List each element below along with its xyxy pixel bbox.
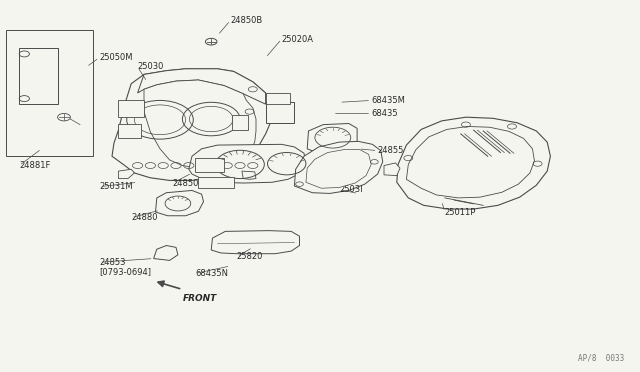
Text: 25030: 25030	[138, 62, 164, 71]
Text: 25020A: 25020A	[282, 35, 314, 44]
Text: 24850B: 24850B	[230, 16, 262, 25]
Bar	[118, 124, 141, 138]
Polygon shape	[211, 231, 300, 254]
Polygon shape	[307, 124, 357, 152]
Polygon shape	[384, 163, 400, 176]
Text: 2503I: 2503I	[339, 185, 363, 194]
Polygon shape	[306, 150, 371, 188]
Polygon shape	[112, 69, 272, 180]
Polygon shape	[189, 144, 306, 183]
Bar	[198, 177, 234, 188]
Text: 68435N: 68435N	[195, 269, 228, 278]
Text: 24850: 24850	[173, 179, 199, 187]
Text: [0793-0694]: [0793-0694]	[99, 267, 151, 276]
Text: 24881F: 24881F	[19, 161, 51, 170]
Polygon shape	[144, 80, 256, 168]
Polygon shape	[19, 48, 58, 104]
Text: 24853: 24853	[99, 258, 125, 267]
Text: 68435M: 68435M	[371, 96, 405, 105]
Polygon shape	[294, 141, 383, 193]
Bar	[6, 30, 93, 156]
Polygon shape	[242, 171, 256, 179]
Text: 68435: 68435	[371, 109, 398, 118]
Polygon shape	[406, 126, 534, 198]
Bar	[266, 102, 294, 123]
Text: AP/8  0033: AP/8 0033	[578, 354, 624, 363]
Text: 24880: 24880	[131, 213, 157, 222]
Bar	[195, 158, 224, 172]
Text: 24855: 24855	[378, 146, 404, 155]
Text: FRONT: FRONT	[182, 294, 217, 303]
Text: 25031M: 25031M	[99, 182, 133, 191]
Polygon shape	[118, 169, 134, 179]
Polygon shape	[154, 246, 178, 260]
Bar	[232, 115, 248, 130]
Polygon shape	[138, 69, 266, 104]
Polygon shape	[156, 190, 204, 216]
Text: 25820: 25820	[237, 252, 263, 261]
Polygon shape	[397, 117, 550, 209]
Bar	[266, 93, 290, 104]
Bar	[118, 100, 144, 117]
Text: 25011P: 25011P	[445, 208, 476, 217]
Text: 25050M: 25050M	[99, 53, 132, 62]
